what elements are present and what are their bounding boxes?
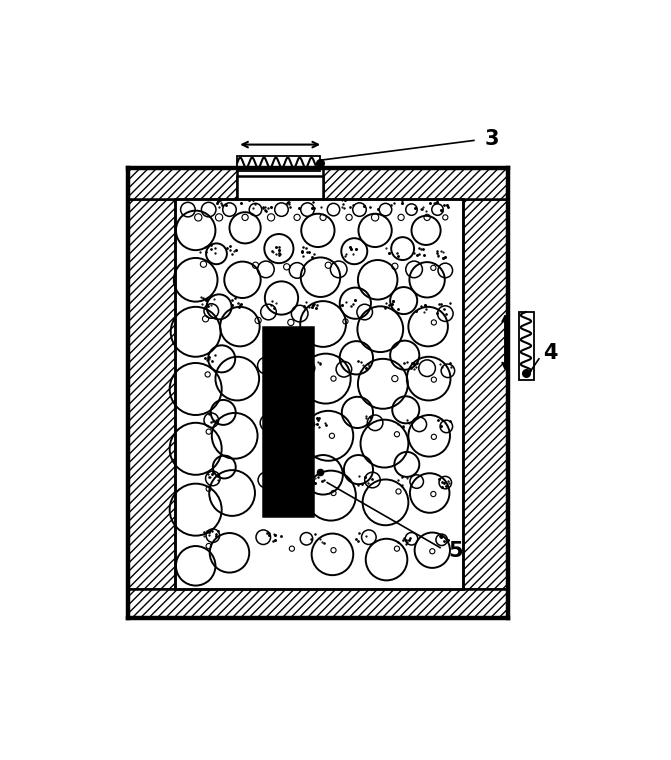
Bar (238, 176, 323, 199)
Bar (175, 199, 464, 589)
Bar (464, 199, 508, 589)
Bar (519, 312, 534, 380)
Bar (128, 589, 508, 618)
Bar (238, 156, 321, 170)
Bar (263, 327, 313, 516)
Text: 5: 5 (448, 541, 462, 561)
Text: 3: 3 (484, 129, 499, 150)
Bar (128, 168, 238, 199)
Bar (128, 199, 175, 589)
Bar (323, 168, 508, 199)
Text: 4: 4 (543, 343, 558, 363)
